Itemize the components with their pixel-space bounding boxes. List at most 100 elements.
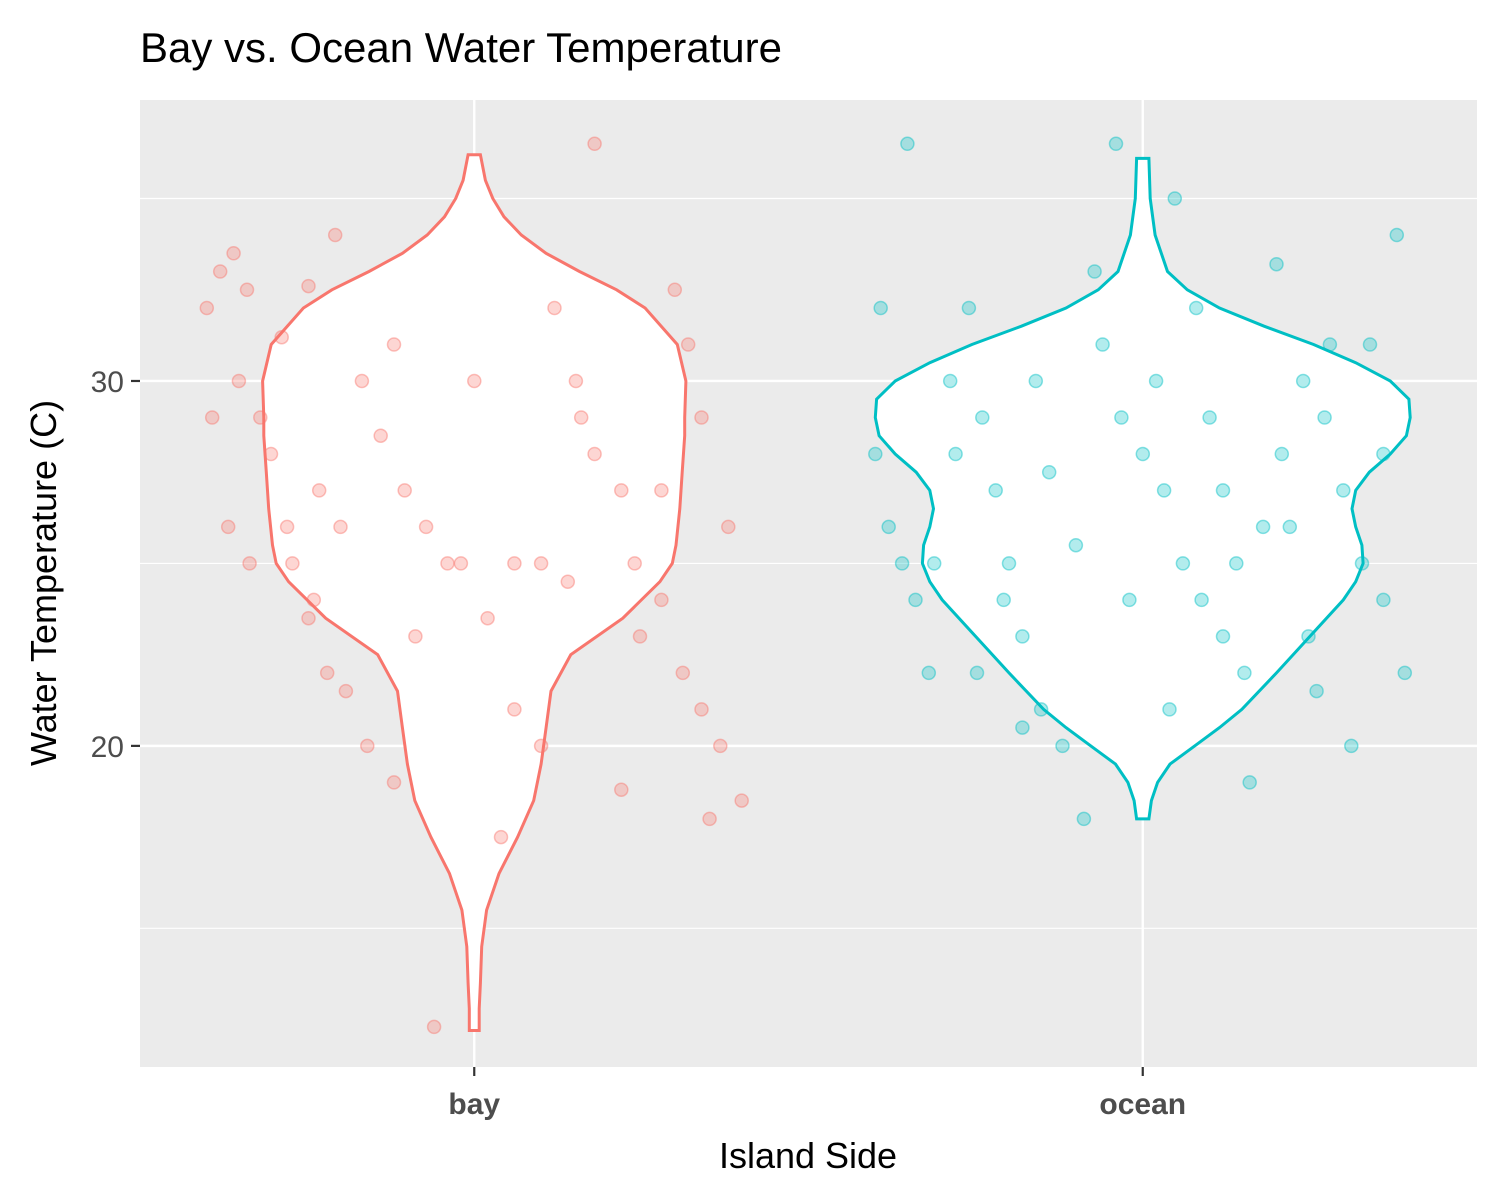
data-point-ocean <box>1015 629 1030 644</box>
data-point-ocean <box>873 300 888 316</box>
data-point-ocean <box>1114 410 1129 425</box>
data-point-bay <box>614 483 629 498</box>
data-point-ocean <box>1295 373 1311 389</box>
data-point-ocean <box>926 556 942 571</box>
data-point-ocean <box>1237 665 1252 681</box>
data-point-bay <box>274 329 289 345</box>
data-point-bay <box>560 574 576 589</box>
violin-layer <box>261 153 1412 1032</box>
data-point-ocean <box>1175 556 1191 571</box>
data-point-bay <box>242 556 257 571</box>
axis-layer: 20 30 bay ocean <box>91 366 1186 1121</box>
data-point-bay <box>253 410 268 425</box>
data-point-bay <box>721 519 736 535</box>
data-point-bay <box>493 829 509 845</box>
data-point-ocean <box>1162 702 1177 717</box>
data-point-bay <box>212 264 228 279</box>
x-tick-label-ocean: ocean <box>1099 1088 1186 1121</box>
data-point-bay <box>239 282 255 298</box>
data-point-ocean <box>1076 811 1092 827</box>
data-point-ocean <box>975 410 990 425</box>
data-point-ocean <box>1041 464 1057 480</box>
data-point-bay <box>533 556 549 571</box>
y-tick-label: 30 <box>91 366 124 399</box>
data-point-ocean <box>1301 629 1316 644</box>
data-point-bay <box>397 483 412 498</box>
data-point-bay <box>311 483 327 498</box>
data-point-bay <box>587 446 602 462</box>
data-point-bay <box>220 519 236 535</box>
data-point-bay <box>373 428 388 443</box>
data-point-bay <box>654 483 669 498</box>
data-point-bay <box>614 782 629 797</box>
data-point-ocean <box>1188 300 1204 316</box>
data-point-ocean <box>868 446 883 462</box>
data-point-ocean <box>1001 556 1017 571</box>
data-point-bay <box>632 629 648 644</box>
data-point-bay <box>418 519 434 535</box>
chart-title: Bay vs. Ocean Water Temperature <box>140 24 782 71</box>
data-point-ocean <box>1015 720 1030 735</box>
data-point-ocean <box>1215 483 1231 498</box>
y-tick-label: 20 <box>91 731 124 764</box>
data-point-ocean <box>969 665 985 681</box>
x-axis-label: Island Side <box>719 1135 897 1176</box>
data-point-bay <box>587 136 602 152</box>
data-point-bay <box>568 373 584 389</box>
y-axis-label: Water Temperature (C) <box>23 400 64 766</box>
data-point-bay <box>426 1019 442 1035</box>
point-layer <box>199 136 1413 1035</box>
data-point-ocean <box>1194 592 1209 608</box>
data-point-bay <box>453 556 469 571</box>
data-point-ocean <box>961 300 977 316</box>
violin-ocean <box>873 156 1412 821</box>
data-point-bay <box>204 410 220 425</box>
data-point-bay <box>533 738 549 754</box>
data-point-ocean <box>996 592 1011 608</box>
data-point-ocean <box>1068 537 1084 553</box>
data-point-bay <box>694 410 709 425</box>
violin-bay <box>261 153 688 1032</box>
data-point-ocean <box>1242 775 1257 790</box>
data-point-bay <box>263 446 279 462</box>
data-point-bay <box>654 592 669 608</box>
data-point-ocean <box>908 592 923 608</box>
data-point-ocean <box>894 556 910 571</box>
data-point-ocean <box>1202 410 1217 425</box>
data-point-bay <box>713 738 728 754</box>
data-point-bay <box>327 227 343 243</box>
data-point-bay <box>694 702 709 717</box>
data-point-bay <box>734 793 749 808</box>
data-point-ocean <box>1344 738 1359 754</box>
data-point-ocean <box>900 136 915 152</box>
data-point-ocean <box>942 373 958 389</box>
data-point-ocean <box>1317 410 1332 425</box>
data-point-bay <box>702 811 717 827</box>
data-point-bay <box>360 738 375 754</box>
data-point-bay <box>279 519 295 535</box>
data-point-ocean <box>1229 556 1244 571</box>
data-point-ocean <box>1282 519 1298 535</box>
data-point-ocean <box>1354 556 1370 571</box>
data-point-ocean <box>1087 264 1102 279</box>
data-point-bay <box>231 373 247 389</box>
data-point-bay <box>199 300 215 316</box>
data-point-ocean <box>1376 592 1391 608</box>
data-point-ocean <box>1215 629 1231 644</box>
data-point-bay <box>226 246 241 261</box>
data-point-bay <box>301 278 316 294</box>
data-point-bay <box>333 519 348 535</box>
data-point-ocean <box>881 519 896 535</box>
data-point-bay <box>408 629 423 644</box>
data-point-ocean <box>1095 337 1110 352</box>
data-point-ocean <box>1255 519 1271 535</box>
data-point-ocean <box>1148 373 1164 389</box>
data-point-ocean <box>1055 738 1070 754</box>
data-point-bay <box>675 665 691 681</box>
data-point-ocean <box>1122 592 1137 608</box>
data-point-ocean <box>1322 337 1338 352</box>
data-point-ocean <box>1274 446 1290 462</box>
data-point-ocean <box>1397 665 1413 681</box>
data-point-bay <box>627 556 642 571</box>
